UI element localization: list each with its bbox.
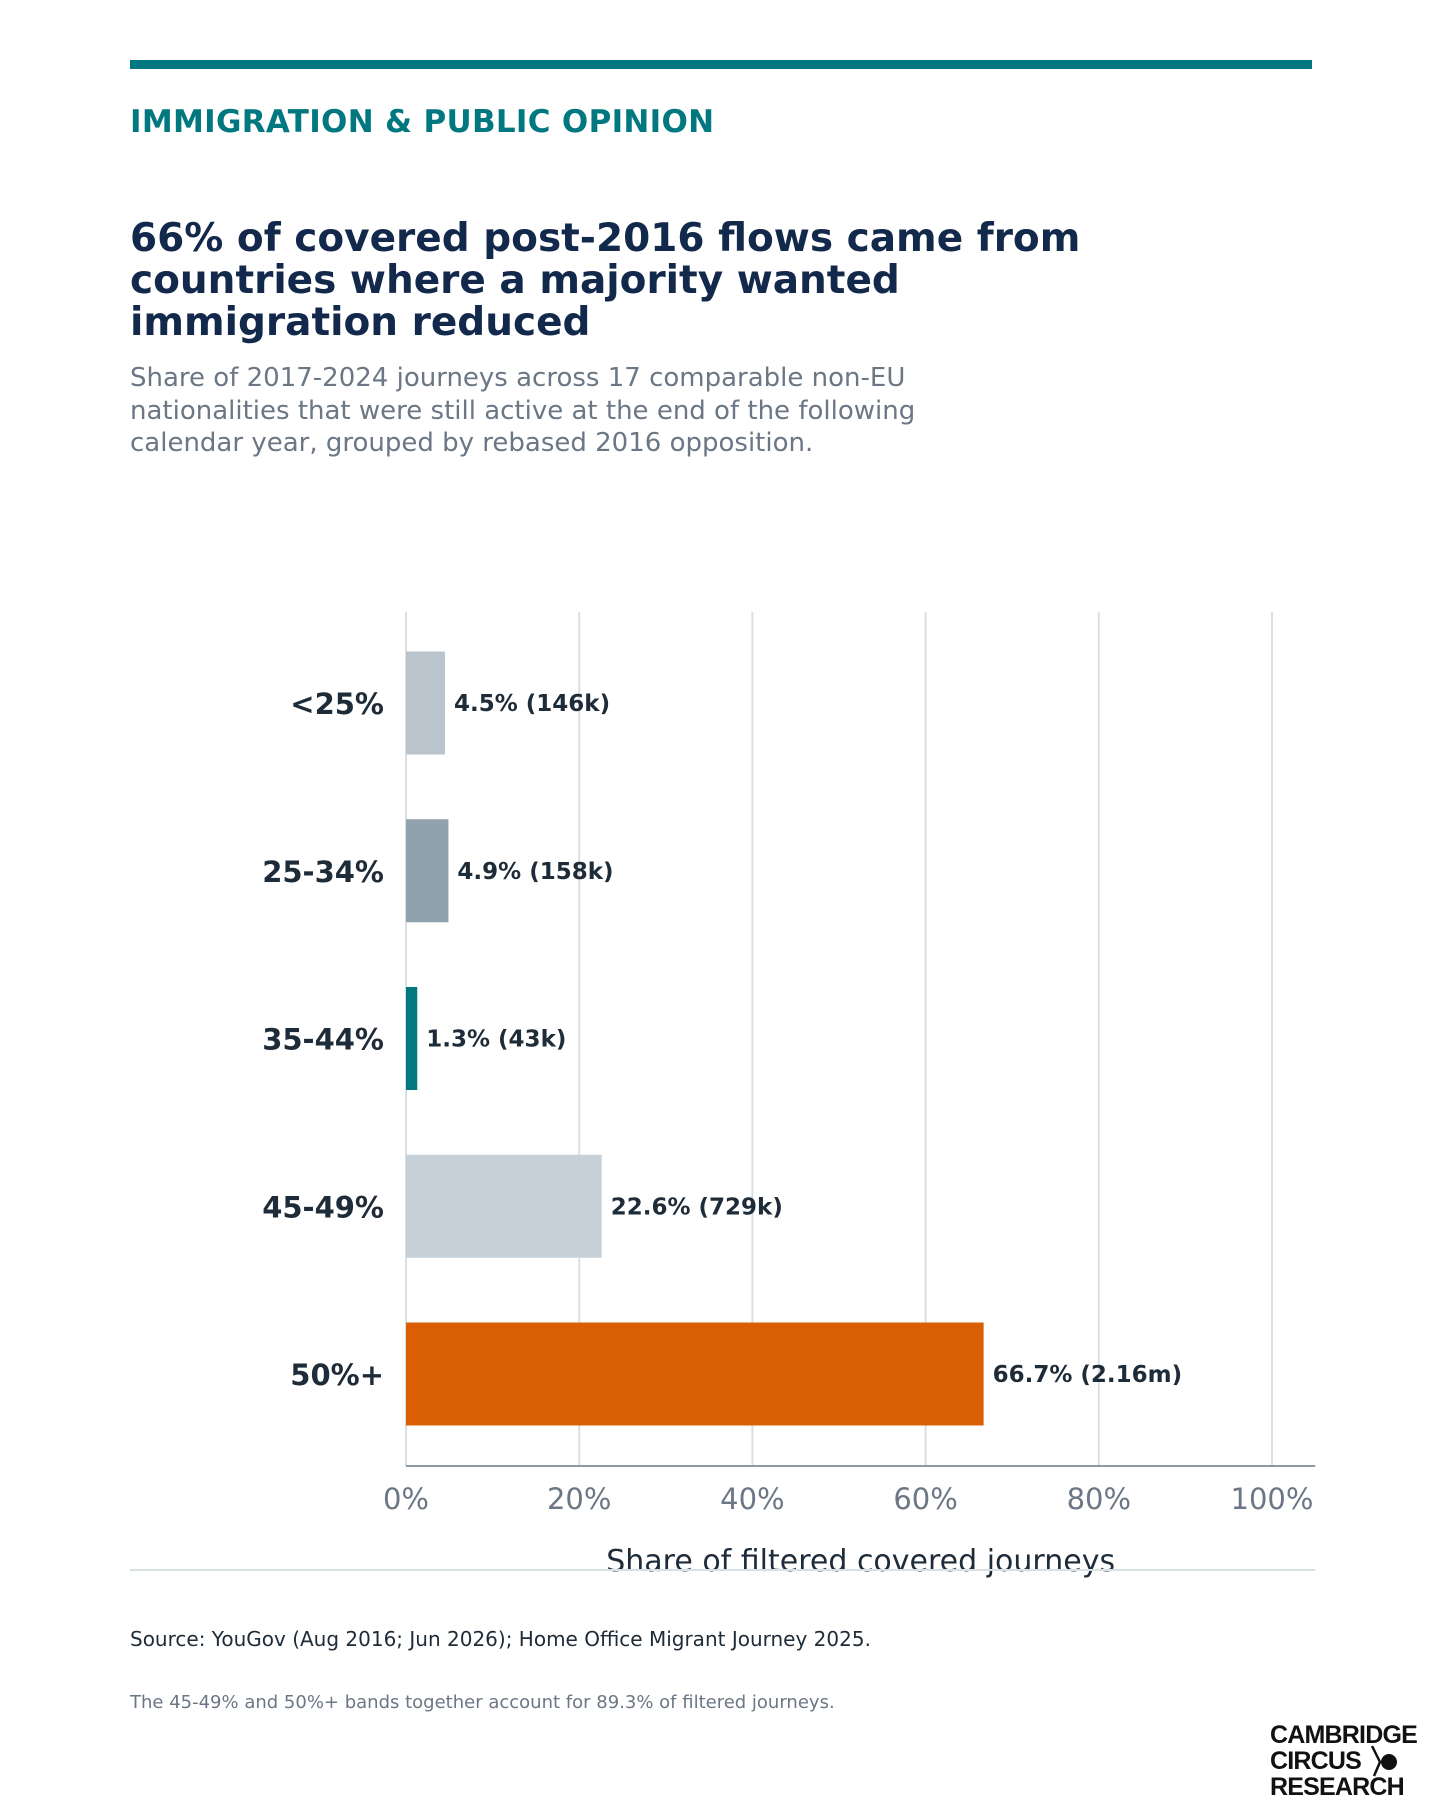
top-accent-rule bbox=[130, 60, 1312, 69]
chart-subtitle: Share of 2017-2024 journeys across 17 co… bbox=[130, 363, 916, 458]
category-label: 45-49% bbox=[262, 1190, 384, 1224]
x-axis-title: Share of filtered covered journeys bbox=[606, 1544, 1115, 1579]
bar bbox=[406, 651, 445, 755]
bars bbox=[406, 651, 984, 1426]
bar bbox=[406, 1322, 984, 1426]
bar bbox=[406, 819, 449, 923]
x-tick-label: 80% bbox=[1067, 1482, 1131, 1516]
x-tick-label: 100% bbox=[1231, 1482, 1314, 1516]
x-tick-label: 20% bbox=[547, 1482, 611, 1516]
data-label: 1.3% (43k) bbox=[426, 1027, 566, 1053]
data-label: 4.9% (158k) bbox=[457, 859, 613, 885]
x-tick-label: 60% bbox=[893, 1482, 957, 1516]
data-label: 4.5% (146k) bbox=[454, 691, 610, 717]
source-note: Source: YouGov (Aug 2016; Jun 2026); Hom… bbox=[130, 1627, 871, 1651]
section-kicker: IMMIGRATION & PUBLIC OPINION bbox=[130, 104, 715, 140]
logo-line-3: RESEARCH bbox=[1270, 1773, 1405, 1801]
category-label: 35-44% bbox=[262, 1023, 384, 1057]
x-tick-label: 40% bbox=[720, 1482, 784, 1516]
x-tick-labels: 0% 20% 40% 60% 80% 100% bbox=[383, 1482, 1313, 1516]
logo-line-1: CAMBRIDGE bbox=[1270, 1721, 1418, 1749]
x-tick-label: 0% bbox=[383, 1482, 429, 1516]
footnote: The 45-49% and 50%+ bands together accou… bbox=[130, 1692, 835, 1713]
bar-chart: 4.5% (146k) 4.9% (158k) 1.3% (43k) 22.6% (7… bbox=[262, 612, 1316, 1579]
footer-rule bbox=[130, 1569, 1315, 1571]
bar bbox=[406, 987, 418, 1090]
category-label: <25% bbox=[290, 687, 384, 721]
brand-logo: CAMBRIDGE CIRCUS RESEARCH bbox=[1270, 1722, 1430, 1800]
logo-dot-icon bbox=[1370, 1745, 1397, 1777]
category-label: 50%+ bbox=[290, 1358, 384, 1392]
data-label: 66.7% (2.16m) bbox=[993, 1362, 1183, 1388]
data-label: 22.6% (729k) bbox=[611, 1194, 783, 1220]
bar bbox=[406, 1154, 602, 1258]
logo-line-2: CIRCUS bbox=[1270, 1747, 1362, 1775]
value-labels: 4.5% (146k) 4.9% (158k) 1.3% (43k) 22.6% (7… bbox=[426, 691, 1182, 1388]
category-labels: <25% 25-34% 35-44% 45-49% 50%+ bbox=[262, 687, 384, 1392]
category-label: 25-34% bbox=[262, 855, 384, 889]
chart-title: 66% of covered post-2016 flows came from… bbox=[130, 216, 1081, 345]
